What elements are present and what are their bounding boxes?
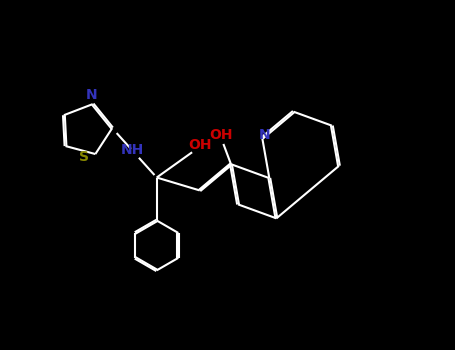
Text: NH: NH: [120, 143, 144, 157]
Text: S: S: [79, 149, 89, 163]
Text: OH: OH: [188, 138, 212, 152]
Text: N: N: [258, 128, 270, 142]
Text: N: N: [86, 88, 97, 102]
Text: OH: OH: [209, 128, 233, 142]
